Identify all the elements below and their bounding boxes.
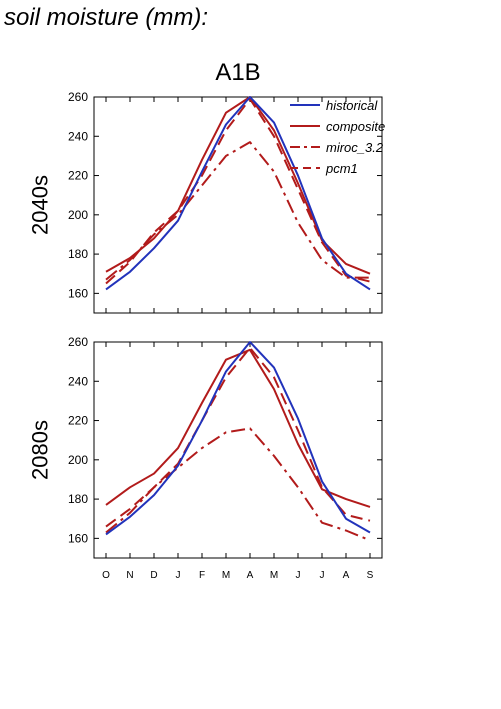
series-line-historical: [105, 96, 371, 291]
row-label: 2040s: [28, 175, 53, 235]
y-tick-label: 180: [68, 492, 88, 506]
legend-label: pcm1: [325, 161, 358, 176]
y-tick-label: 240: [68, 374, 88, 388]
x-tick-label: N: [126, 570, 133, 581]
x-tick-label: M: [270, 570, 278, 581]
x-tick-label: D: [150, 570, 157, 581]
y-tick-label: 180: [68, 247, 88, 261]
plot-frame: [93, 341, 383, 559]
row-label: 2080s: [28, 420, 53, 480]
y-tick-label: 160: [68, 531, 88, 545]
series-line-pcm1: [105, 97, 371, 285]
column-title: A1B: [215, 59, 260, 86]
y-tick-label: 240: [68, 129, 88, 143]
y-tick-label: 260: [68, 335, 88, 349]
x-tick-label: M: [222, 570, 230, 581]
series-line-miroc-3-2: [105, 427, 371, 542]
legend-label: miroc_3.2: [326, 140, 384, 155]
y-tick-label: 220: [68, 414, 88, 428]
y-tick-label: 200: [68, 208, 88, 222]
series-line-historical: [105, 341, 371, 536]
y-tick-label: 200: [68, 453, 88, 467]
legend-label: composite: [326, 119, 385, 134]
x-tick-label: J: [176, 570, 181, 581]
y-tick-label: 160: [68, 286, 88, 300]
x-tick-label: F: [199, 570, 205, 581]
y-tick-label: 220: [68, 169, 88, 183]
series-line-composite: [105, 348, 371, 508]
x-tick-label: J: [320, 570, 325, 581]
series-line-pcm1: [105, 346, 371, 528]
legend-label: historical: [326, 98, 378, 113]
x-tick-label: A: [343, 570, 350, 581]
x-tick-label: J: [296, 570, 301, 581]
x-tick-label: A: [247, 570, 254, 581]
figure-title: soil moisture (mm):: [4, 4, 209, 31]
y-tick-label: 260: [68, 90, 88, 104]
x-tick-label: O: [102, 570, 110, 581]
plot-frame: [93, 96, 383, 314]
x-tick-label: S: [367, 570, 374, 581]
